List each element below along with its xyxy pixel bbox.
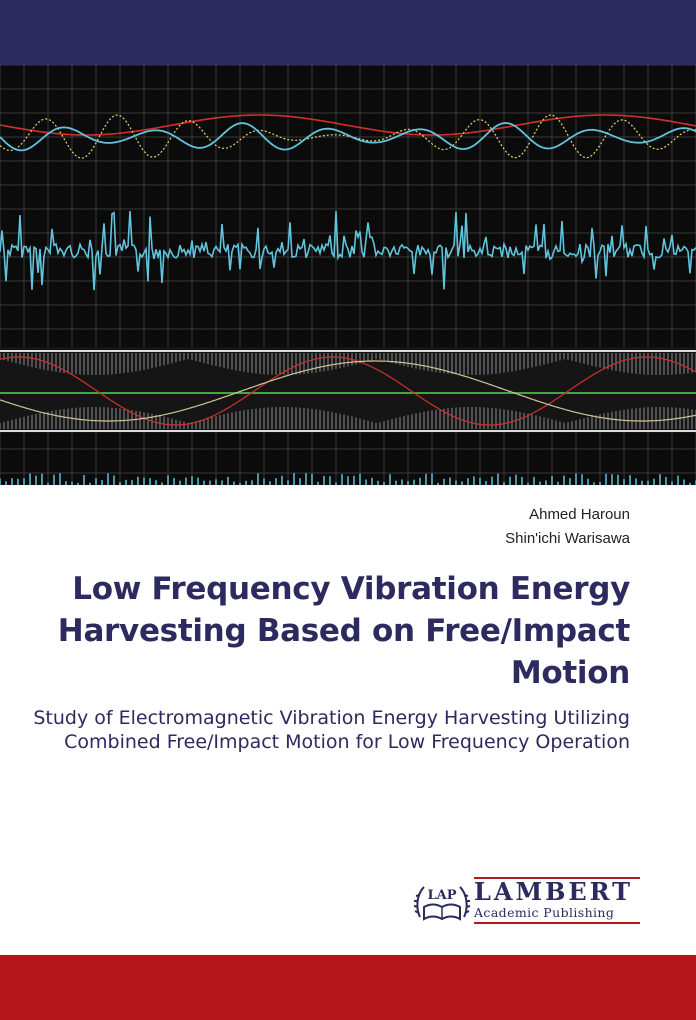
publisher-tagline: Academic Publishing [474, 905, 615, 920]
author-list: Ahmed Haroun Shin'ichi Warisawa [505, 503, 630, 551]
book-title: Low Frequency Vibration Energy Harvestin… [57, 571, 631, 691]
publisher-rule-bottom [474, 922, 640, 924]
trace-cyan-sine [0, 122, 696, 152]
author-name-2: Shin'ichi Warisawa [505, 530, 630, 547]
publisher-wordmark: LAMBERT Academic Publishing [474, 877, 640, 924]
trace-red-panel [0, 356, 696, 426]
publisher-name: LAMBERT [474, 877, 634, 906]
trace-red-slow [0, 114, 696, 136]
trace-beige-panel [0, 360, 696, 422]
waveform-graphic [0, 65, 696, 485]
top-color-band [0, 0, 696, 65]
open-book-emblem-icon: LAP [413, 886, 471, 921]
publisher-rule-top [474, 877, 640, 879]
bottom-color-band [0, 955, 696, 1020]
oscilloscope-waveform-image [0, 65, 696, 485]
publisher-emblem-text: LAP [427, 888, 456, 903]
publisher-logo: LAP LAMBERT Academic Publishing [412, 873, 642, 929]
trace-cyan-noise [0, 211, 696, 291]
book-subtitle: Study of Electromagnetic Vibration Energ… [33, 707, 630, 753]
author-name-1: Ahmed Haroun [529, 506, 630, 523]
